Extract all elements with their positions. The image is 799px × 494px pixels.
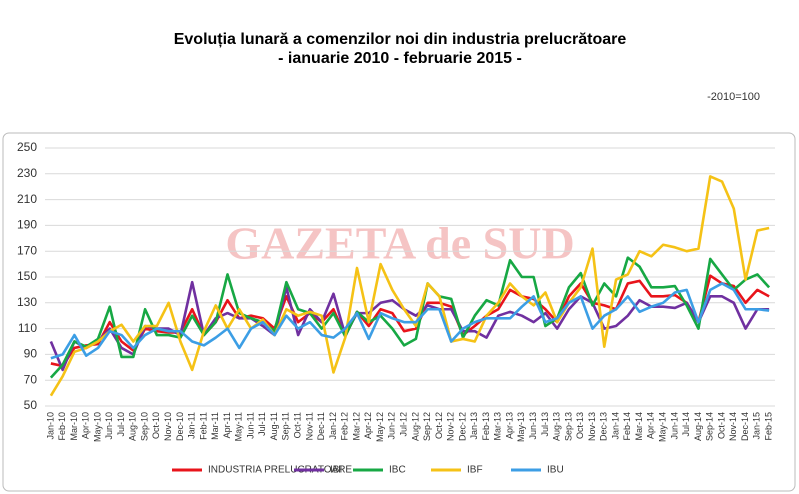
y-tick-label: 250	[17, 140, 37, 154]
x-tick-label: Aug-11	[269, 412, 279, 440]
x-tick-label: Jul-11	[257, 412, 267, 436]
x-tick-label: Aug-14	[693, 412, 703, 441]
x-tick-label: Mar-11	[210, 412, 220, 440]
y-tick-label: 110	[18, 321, 37, 335]
x-tick-label: Nov-13	[587, 412, 597, 441]
series-line	[50, 282, 770, 360]
x-tick-label: Sep-10	[139, 412, 149, 441]
x-tick-label: Jul-13	[540, 412, 550, 437]
x-tick-label: Jun-12	[387, 412, 397, 440]
x-tick-label: Mar-14	[634, 412, 644, 441]
legend-label: IBF	[467, 465, 483, 476]
x-tick-label: Dec-13	[599, 412, 609, 441]
x-tick-label: Jan-14	[610, 412, 620, 440]
x-tick-label: Sep-11	[281, 412, 291, 440]
x-tick-label: Apr-10	[81, 412, 91, 439]
x-tick-label: Jul-14	[681, 412, 691, 437]
x-tick-label: Jun-11	[245, 412, 255, 439]
x-tick-label: May-10	[92, 412, 102, 442]
x-tick-label: Jun-10	[104, 412, 114, 440]
y-tick-label: 150	[17, 269, 37, 283]
y-tick-label: 70	[24, 372, 38, 386]
x-tick-label: Oct-12	[434, 412, 444, 439]
note: -2010=100	[707, 91, 760, 103]
x-tick-label: Dec-12	[457, 412, 467, 441]
x-tick-label: Aug-10	[128, 412, 138, 441]
x-tick-label: May-13	[516, 412, 526, 442]
series-line	[49, 256, 771, 379]
x-tick-label: Feb-11	[198, 412, 208, 440]
y-tick-label: 210	[17, 192, 37, 206]
legend-label: IBC	[389, 465, 406, 476]
x-tick-label: Jul-10	[116, 412, 126, 437]
x-tick-label: Jun-14	[669, 412, 679, 440]
x-tick-label: Feb-14	[622, 412, 632, 441]
x-tick-label: May-12	[375, 412, 385, 442]
chart-subtitle: - ianuarie 2010 - februarie 2015 -	[278, 50, 522, 67]
x-tick-label: Dec-10	[175, 412, 185, 441]
series-line	[49, 175, 770, 397]
x-tick-label: Nov-12	[446, 412, 456, 441]
x-tick-label: Mar-12	[351, 412, 361, 441]
x-tick-label: Sep-13	[563, 412, 573, 441]
x-tick-label: Nov-11	[304, 412, 314, 440]
x-tick-label: Feb-12	[340, 412, 350, 441]
legend-label: IBU	[547, 465, 564, 476]
x-tick-label: May-11	[234, 412, 244, 441]
x-tick-label: Feb-10	[57, 412, 67, 441]
y-tick-label: 50	[24, 398, 38, 412]
x-tick-label: Mar-13	[493, 412, 503, 441]
x-tick-label: Jan-13	[469, 412, 479, 440]
x-tick-label: Dec-14	[740, 412, 750, 441]
x-tick-label: Feb-13	[481, 412, 491, 441]
series-line	[49, 280, 770, 372]
y-tick-label: 230	[17, 166, 37, 180]
x-tick-label: Jan-15	[752, 412, 762, 440]
x-tick-label: Sep-12	[422, 412, 432, 441]
x-tick-label: Oct-11	[293, 412, 303, 438]
watermark: GAZETA de SUD	[225, 218, 574, 269]
x-tick-label: Nov-10	[163, 412, 173, 441]
chart-frame	[2, 132, 796, 492]
y-tick-label: 90	[24, 347, 38, 361]
x-tick-label: Jun-13	[528, 412, 538, 440]
x-tick-label: Apr-14	[646, 412, 656, 439]
x-tick-label: Dec-11	[316, 412, 326, 440]
x-tick-label: Jul-12	[398, 412, 408, 437]
x-tick-label: Aug-13	[552, 412, 562, 441]
y-tick-label: 170	[17, 243, 37, 257]
x-tick-label: Mar-10	[69, 412, 79, 441]
legend-label: IBI	[330, 465, 342, 476]
x-tick-label: Oct-10	[151, 412, 161, 439]
x-tick-label: Aug-12	[410, 412, 420, 441]
x-tick-label: May-14	[658, 412, 668, 442]
x-tick-label: Jan-12	[328, 412, 338, 440]
x-tick-label: Apr-13	[504, 412, 514, 439]
x-tick-label: Oct-13	[575, 412, 585, 439]
x-tick-label: Apr-11	[222, 412, 232, 438]
x-tick-label: Sep-14	[705, 412, 715, 441]
x-tick-label: Jan-11	[187, 412, 197, 439]
x-tick-label: Nov-14	[728, 412, 738, 441]
y-tick-label: 130	[17, 295, 37, 309]
chart-title: Evoluția lunară a comenzilor noi din ind…	[174, 31, 627, 48]
x-tick-label: Apr-12	[363, 412, 373, 439]
x-tick-label: Oct-14	[716, 412, 726, 439]
x-tick-label: Feb-15	[763, 412, 773, 441]
legend-label: INDUSTRIA PRELUCRATOARE	[208, 465, 352, 476]
x-tick-label: Jan-10	[45, 412, 55, 440]
y-tick-label: 190	[17, 218, 37, 232]
